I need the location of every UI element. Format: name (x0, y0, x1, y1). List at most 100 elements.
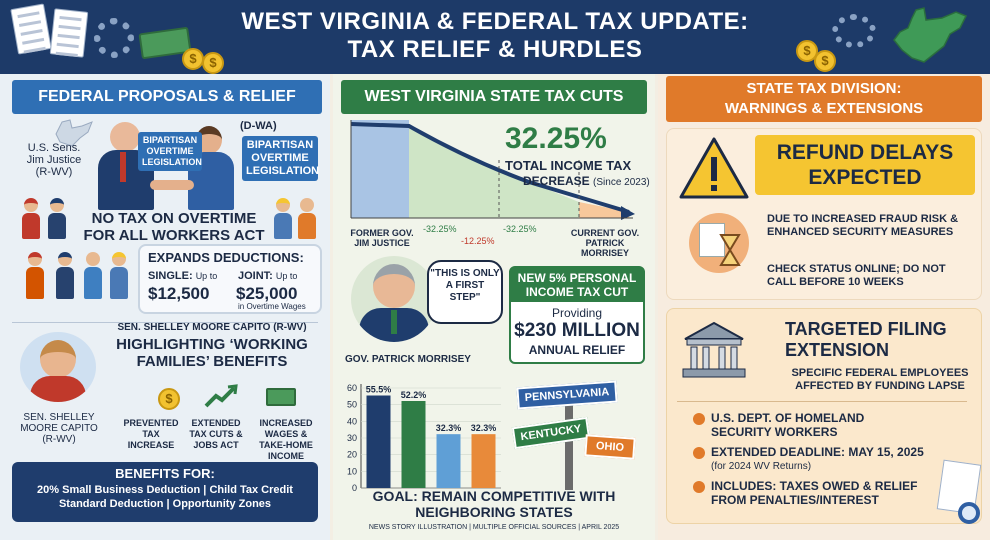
quote-bubble: "THIS IS ONLY A FIRST STEP" (427, 260, 503, 324)
morrisey-portrait (351, 256, 437, 342)
extension-bullet-2-note: (for 2024 WV Returns) (711, 461, 812, 472)
goal-statement: GOAL: REMAIN COMPETITIVE WITH NEIGHBORIN… (372, 488, 616, 520)
benefit-label: INCREASED WAGES & TAKE-HOME INCOME (259, 418, 313, 461)
bar (366, 395, 391, 488)
decrease-line: DECREASE (Since 2023) (523, 174, 650, 188)
deductions-heading: EXPANDS DEDUCTIONS: (148, 250, 304, 265)
single-label: SINGLE: (148, 270, 193, 282)
cut-label: -12.25% (461, 236, 495, 246)
bar (471, 434, 496, 488)
sign-kentucky: KENTUCKY (511, 416, 591, 450)
handshake-icon (150, 180, 194, 190)
cut-label: -32.25% (423, 224, 457, 234)
justice-label: U.S. Sens. Jim Justice (R-WV) (26, 142, 82, 178)
joint-note: in Overtime Wages (238, 302, 306, 311)
firefighter-icon (22, 198, 40, 239)
capito-portrait (20, 332, 96, 402)
joint-amount: $25,000 (236, 284, 298, 303)
federal-heading: FEDERAL PROPOSALS & RELIEF (12, 80, 322, 114)
hourglass-document-icon (689, 213, 749, 273)
bullet-icon (693, 481, 705, 493)
bullet-icon (693, 447, 705, 459)
police-officer-icon (56, 252, 74, 299)
joint-label: JOINT: (238, 270, 273, 282)
tie (391, 310, 397, 334)
bar (436, 434, 461, 488)
benefits-for-line-1: 20% Small Business Deduction | Child Tax… (37, 484, 293, 496)
new-cut-box: NEW 5% PERSONAL INCOME TAX CUT Providing… (509, 266, 645, 364)
wv-panel: WEST VIRGINIA STATE TAX CUTS 32.25% TOTA… (333, 74, 655, 540)
state-heading: STATE TAX DIVISION: WARNINGS & EXTENSION… (666, 76, 982, 122)
page-title: WEST VIRGINIA & FEDERAL TAX UPDATE: TAX … (0, 8, 990, 64)
joint-upto: Up to (275, 271, 298, 281)
senator-head (110, 122, 140, 152)
sign-pennsylvania: PENNSYLVANIA (516, 380, 618, 410)
y-tick-label: 20 (347, 450, 357, 460)
single-amount: $12,500 (148, 284, 210, 303)
growth-arrow-svg (204, 384, 238, 408)
capito-heading: SEN. SHELLEY MOORE CAPITO (R-WV) (117, 322, 307, 333)
fraud-note: DUE TO INCREASED FRAUD RISK & ENHANCED S… (767, 213, 959, 238)
bar-value-label: 52.2% (401, 390, 427, 400)
header-banner: $ $ WEST VIRGINIA & FEDERAL TAX UPDATE: … (0, 0, 990, 74)
bar-value-label: 32.3% (436, 423, 462, 433)
growth-arrow-icon (204, 384, 238, 410)
current-gov-label: CURRENT GOV. PATRICK MORRISEY (570, 228, 640, 258)
benefits-for-line-2: Standard Deduction | Opportunity Zones (58, 498, 272, 510)
former-gov-label: FORMER GOV. JIM JUSTICE (350, 228, 414, 248)
gear-icon (832, 14, 876, 48)
decrease-word: DECREASE (523, 174, 590, 188)
new-cut-heading: NEW 5% PERSONAL INCOME TAX CUT (511, 268, 643, 302)
gov-label: GOV. PATRICK MORRISEY (345, 354, 471, 365)
arrow-head-icon (621, 206, 635, 220)
coin-stack-icon: $ (152, 386, 184, 412)
relief-amount: $230 MILLION (514, 320, 640, 341)
gear-icon (94, 18, 134, 58)
capito-highlight: HIGHLIGHTING ‘WORKING FAMILIES’ BENEFITS (116, 336, 308, 370)
total-decrease: TOTAL INCOME TAX (505, 158, 632, 173)
refund-heading: REFUND DELAYS EXPECTED (755, 135, 975, 195)
capito-portrait-label: SEN. SHELLEY MOORE CAPITO (R-WV) (20, 412, 98, 445)
extension-bullet-3: INCLUDES: TAXES OWED & RELIEF FROM PENAL… (711, 479, 918, 507)
portrait-jacket (30, 376, 86, 402)
coin-icon: $ (796, 40, 818, 62)
current-gov-band (579, 202, 629, 218)
providing-label: Providing (551, 306, 603, 320)
benefits-for-heading: BENEFITS FOR: (115, 466, 215, 481)
dwa-label: (D-WA) (240, 120, 277, 132)
benefits-for-box: BENEFITS FOR: 20% Small Business Deducti… (12, 462, 318, 522)
big-percent: 32.25% (505, 122, 607, 155)
state-panel: STATE TAX DIVISION: WARNINGS & EXTENSION… (658, 74, 990, 540)
magnifier-icon (958, 502, 980, 524)
extension-bullet-1: U.S. DEPT. OF HOMELAND SECURITY WORKERS (711, 411, 865, 439)
divider (677, 401, 967, 402)
bipartisan-tag: BIPARTISAN OVERTIME LEGISLATION (242, 136, 319, 181)
bar-value-label: 32.3% (471, 423, 497, 433)
sign-ohio: OHIO (584, 434, 636, 460)
bipartisan-tag: BIPARTISAN OVERTIME LEGISLATION (138, 132, 202, 171)
signpost-pole (565, 400, 573, 490)
footer-source: NEWS STORY ILLUSTRATION | MULTIPLE OFFIC… (368, 524, 620, 531)
joint-deduction: JOINT: Up to (238, 270, 297, 282)
divider (12, 322, 318, 323)
benefit-label: PREVENTED TAX INCREASE (123, 418, 179, 450)
check-status-note: CHECK STATUS ONLINE; DO NOT CALL BEFORE … (767, 263, 946, 288)
nurse-icon (84, 252, 102, 299)
y-tick-label: 50 (347, 400, 357, 410)
federal-panel: FEDERAL PROPOSALS & RELIEF U.S. Sens. Ji… (0, 74, 330, 540)
hourglass-icon (719, 234, 741, 266)
wv-outline-icon (55, 119, 93, 147)
banknote (266, 388, 296, 406)
competitiveness-bar-chart: 60 50 40 30 20 10 0 55.5% 52.2% 32.3% 32.3% (347, 383, 501, 493)
y-tick-label: 40 (347, 416, 357, 426)
bar (401, 401, 426, 488)
title-line-2: TAX RELIEF & HURDLES (347, 36, 643, 63)
state-heading-line-2: WARNINGS & EXTENSIONS (724, 100, 924, 117)
cut-label: -32.25% (503, 224, 537, 234)
single-upto: Up to (195, 271, 218, 281)
warning-icon (679, 137, 749, 199)
filing-extension-box: TARGETED FILING EXTENSION SPECIFIC FEDER… (666, 308, 982, 524)
y-tick-label: 10 (347, 466, 357, 476)
single-deduction: SINGLE: Up to (148, 270, 217, 282)
wv-heading: WEST VIRGINIA STATE TAX CUTS (341, 80, 647, 114)
